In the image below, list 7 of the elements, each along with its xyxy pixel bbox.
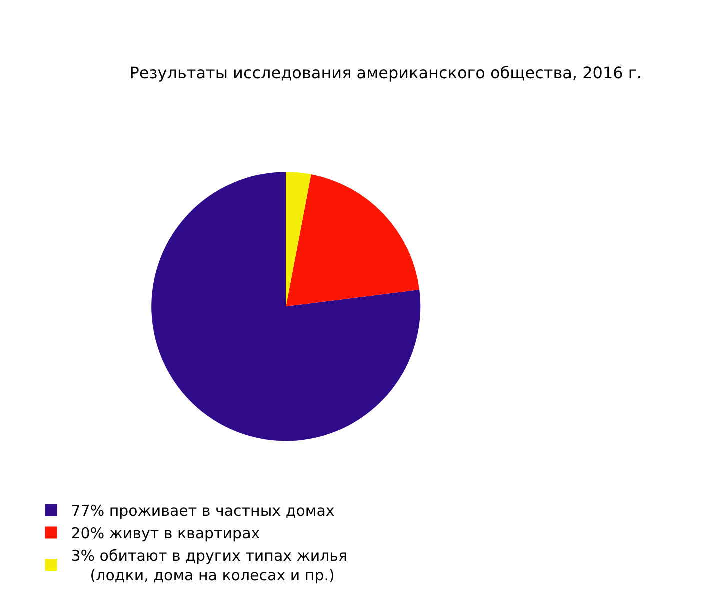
legend-label: 77% проживает в частных домах [71,502,335,520]
pie-slice [152,172,421,442]
legend-label: 20% живут в квартирах [71,524,260,543]
pie-slice [286,174,420,307]
legend-label: 3% обитают в других типах жилья (лодки, дома на колесах и пр.) [71,547,348,585]
pie-slice [286,172,312,307]
chart-title: Результаты исследования американского общества, 2016 г. [130,64,642,83]
